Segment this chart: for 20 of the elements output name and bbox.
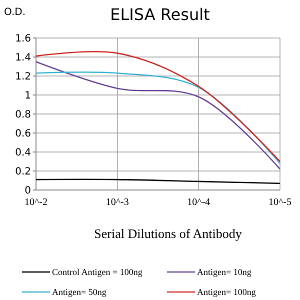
legend-label: Control Antigen = 100ng: [52, 267, 143, 278]
x-tick-label: 10^-2: [24, 197, 48, 208]
y-tick-label: 0.4: [15, 148, 31, 158]
x-tick-label: 10^-3: [106, 197, 129, 208]
y-tick-label: 0.2: [15, 166, 31, 178]
y-tick-label: 0.6: [15, 128, 31, 140]
y-tick-label: 1: [24, 90, 31, 102]
x-axis-title: Serial Dilutions of Antibody: [94, 226, 242, 241]
chart-title: ELISA Result: [110, 5, 210, 24]
x-tick-label: 10^-5: [268, 197, 292, 208]
x-tick-label: 10^-4: [187, 197, 210, 208]
y-tick-label: 0: [24, 186, 31, 196]
y-tick-label: 1.2: [15, 72, 31, 82]
y-tick-label: 1.4: [15, 52, 31, 64]
y-axis-title: O.D.: [4, 7, 26, 18]
legend-label: Antigen= 100ng: [197, 287, 256, 298]
y-tick-label: 1.6: [15, 34, 31, 44]
y-tick-label: 0.8: [15, 110, 31, 120]
legend-label: Antigen= 10ng: [197, 267, 252, 278]
legend-label: Antigen= 50ng: [52, 287, 107, 298]
